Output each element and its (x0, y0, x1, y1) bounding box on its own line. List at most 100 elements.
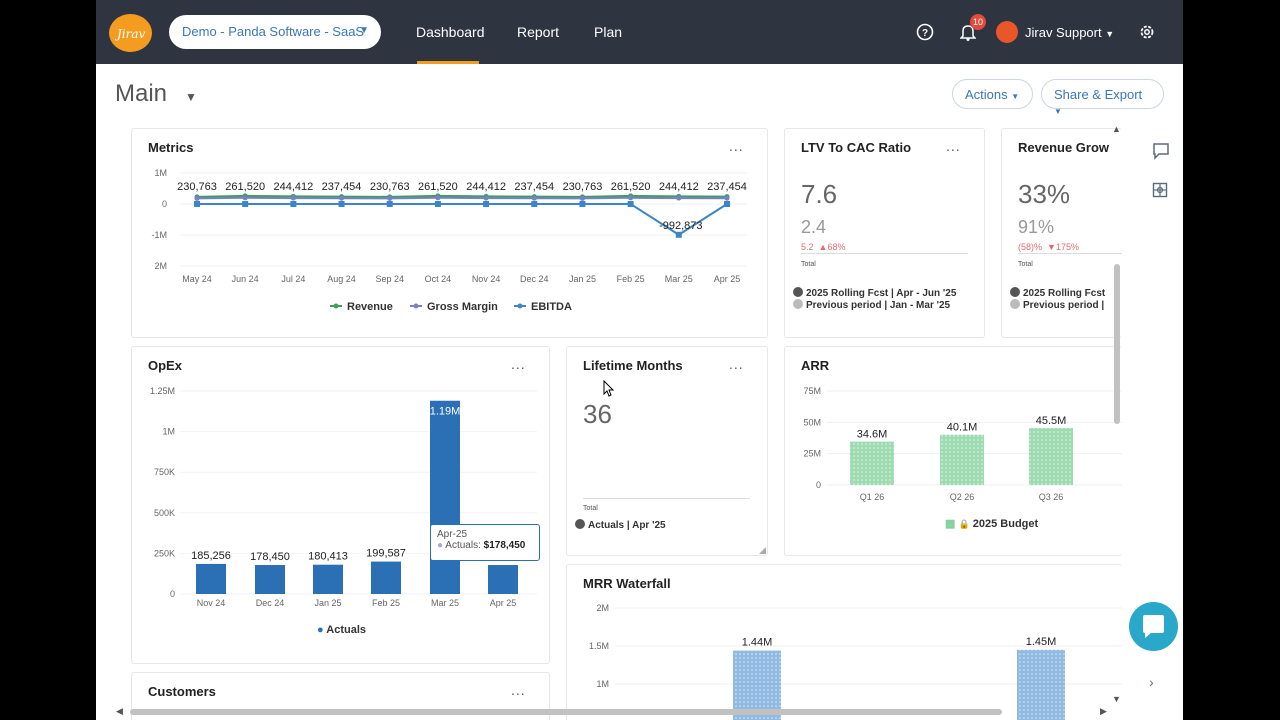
data-point (579, 195, 585, 201)
more-menu-icon[interactable]: ... (511, 356, 526, 372)
resize-handle[interactable] (759, 547, 766, 554)
divider (583, 498, 750, 499)
scroll-left-icon[interactable]: ◀ (116, 706, 123, 716)
y-tick-label: 1M (162, 427, 175, 437)
revenue-growth-title: Revenue Grow (1018, 140, 1110, 155)
x-tick-label: Feb 25 (617, 274, 645, 284)
legend-actuals: Actuals | Apr '25 (575, 519, 666, 531)
scroll-right-icon[interactable]: ▶ (1100, 706, 1107, 716)
scroll-thumb[interactable] (130, 709, 1002, 715)
widgets-icon[interactable] (1152, 182, 1168, 198)
y-tick-label: 250K (154, 548, 175, 558)
legend-label: Actuals (326, 624, 367, 636)
y-tick-label: 1.5M (589, 641, 609, 651)
nav-report[interactable]: Report (517, 24, 560, 40)
data-point (435, 195, 441, 201)
kpi-value: 7.6 (801, 179, 838, 209)
chevron-down-icon: ▼ (1054, 107, 1062, 116)
data-point (676, 195, 682, 201)
user-menu[interactable]: Jirav Support ▼ (1025, 25, 1114, 40)
lock-icon: 🔒 (958, 519, 970, 529)
data-label: 1.44M (742, 637, 773, 649)
chat-button[interactable] (1129, 602, 1178, 651)
data-point (483, 201, 490, 207)
data-point (290, 201, 297, 207)
data-point (724, 195, 730, 201)
app-window: Jirav Demo - Panda Software - SaaS ▼ Das… (96, 0, 1183, 720)
avatar[interactable] (996, 21, 1018, 43)
bar (196, 563, 226, 594)
share-export-button[interactable]: Share & Export ▼ (1041, 79, 1164, 116)
bell-icon[interactable] (960, 23, 976, 41)
data-label: 261,520 (225, 181, 265, 193)
data-point (386, 201, 393, 207)
tooltip-label: Actuals: (445, 540, 481, 551)
notification-badge: 10 (970, 14, 986, 30)
y-tick-label: 1.25M (150, 386, 175, 396)
data-point (724, 201, 730, 207)
nav-dashboard[interactable]: Dashboard (416, 24, 485, 40)
chevron-down-icon: ▼ (1105, 29, 1115, 39)
opex-title: OpEx (148, 358, 182, 373)
data-label: 34.6M (857, 429, 888, 441)
company-name: Demo - Panda Software - SaaS (182, 24, 365, 39)
data-point (434, 201, 441, 207)
jirav-logo[interactable]: Jirav (109, 14, 152, 52)
data-label: 40.1M (947, 422, 978, 434)
chevron-down-icon[interactable]: ▼ (185, 90, 197, 104)
metrics-chart: 1M 0 -1M 2M May 24 Jun 24 Jul 24 Aug 24 Sep 24 Oc… (152, 168, 747, 313)
arr-title: ARR (801, 358, 830, 373)
data-label: 178,450 (250, 551, 290, 563)
x-tick-label: Nov 24 (197, 598, 226, 608)
company-selector[interactable]: Demo - Panda Software - SaaS ▼ (169, 15, 381, 49)
arr-legend: ▩ 🔒 2025 Budget (945, 517, 1038, 530)
scroll-down-icon[interactable]: ▼ (1112, 694, 1121, 704)
tooltip-value: $178,450 (483, 540, 526, 551)
lifetime-months-card: Lifetime Months ... 36 Total Actuals | A… (566, 346, 768, 556)
data-label: 244,412 (273, 181, 313, 193)
data-label: 261,520 (418, 181, 458, 193)
x-tick-label: Apr 25 (490, 598, 517, 608)
horizontal-scrollbar[interactable]: ◀ ▶ (116, 706, 1107, 717)
chevron-right-icon[interactable]: › (1149, 674, 1154, 690)
legend-current-label: 2025 Rolling Fcst (1023, 288, 1106, 299)
scroll-thumb[interactable] (1114, 264, 1120, 424)
kpi-total-label: Total (583, 505, 598, 512)
x-tick-label: Q1 26 (860, 492, 885, 502)
legend-prior-label: Previous period | (1023, 300, 1105, 311)
scroll-up-icon[interactable]: ▲ (1112, 124, 1121, 134)
kpi-delta-pct: ▲68% (818, 242, 846, 252)
bar (313, 564, 343, 594)
more-menu-icon[interactable]: ... (729, 138, 744, 154)
page-title[interactable]: Main (115, 80, 168, 107)
data-label: 244,412 (659, 181, 699, 193)
x-tick-label: Aug 24 (327, 274, 356, 284)
more-menu-icon[interactable]: ... (729, 356, 744, 372)
mrr-title: MRR Waterfall (583, 576, 671, 591)
comment-icon[interactable] (1152, 142, 1170, 160)
vertical-scrollbar[interactable]: ▲ ▼ (1112, 124, 1122, 704)
actions-button[interactable]: Actions ▼ (952, 79, 1033, 109)
bar (850, 441, 894, 485)
x-tick-label: Jul 24 (281, 274, 305, 284)
chevron-down-icon: ▼ (359, 25, 369, 36)
data-point (242, 195, 248, 201)
series-line-ebitda (197, 203, 728, 236)
nav-plan[interactable]: Plan (594, 24, 623, 40)
gear-icon[interactable] (1138, 23, 1156, 41)
data-point (531, 195, 537, 201)
kpi-total-label: Total (1018, 261, 1033, 268)
y-tick-label: 1M (596, 679, 609, 689)
more-menu-icon[interactable]: ... (946, 138, 961, 154)
data-point (194, 201, 200, 207)
x-tick-label: Dec 24 (256, 598, 285, 608)
chat-icon (1143, 615, 1164, 638)
data-label: 199,587 (366, 548, 406, 560)
data-point (627, 201, 634, 207)
chart-tooltip: Apr-25 ● Actuals: $178,450 (430, 524, 540, 561)
legend-prior: Previous period | Jan - Mar '25 (793, 299, 950, 311)
more-menu-icon[interactable]: ... (511, 682, 526, 698)
help-icon[interactable]: ? (916, 23, 934, 41)
bar (255, 565, 285, 594)
data-label: 180,413 (308, 551, 348, 563)
